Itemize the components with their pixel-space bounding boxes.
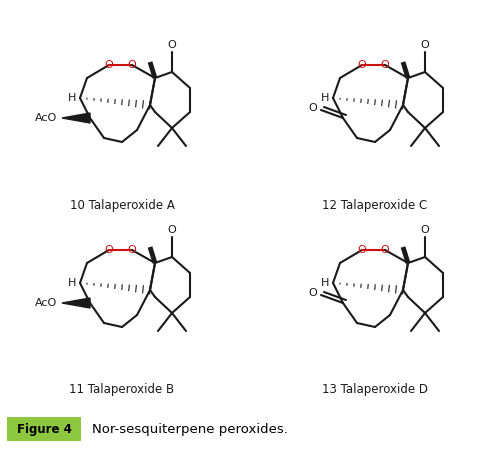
Text: O: O <box>380 60 389 70</box>
Text: O: O <box>357 60 366 70</box>
Text: H: H <box>320 93 329 103</box>
Text: AcO: AcO <box>35 298 57 308</box>
Text: AcO: AcO <box>35 113 57 123</box>
Text: O: O <box>308 288 317 298</box>
Text: 12 Talaperoxide C: 12 Talaperoxide C <box>322 198 427 212</box>
Polygon shape <box>62 298 90 308</box>
Text: O: O <box>308 103 317 113</box>
Text: O: O <box>104 245 113 255</box>
Text: 10 Talaperoxide A: 10 Talaperoxide A <box>70 198 174 212</box>
Text: Nor-sesquiterpene peroxides.: Nor-sesquiterpene peroxides. <box>92 423 287 435</box>
Text: H: H <box>68 278 76 288</box>
Text: O: O <box>167 40 176 50</box>
Text: O: O <box>104 60 113 70</box>
Text: Figure 4: Figure 4 <box>17 423 71 435</box>
Text: O: O <box>380 245 389 255</box>
Text: O: O <box>167 225 176 235</box>
Text: O: O <box>357 245 366 255</box>
Text: H: H <box>320 278 329 288</box>
Text: 11 Talaperoxide B: 11 Talaperoxide B <box>69 384 174 396</box>
Text: O: O <box>420 40 428 50</box>
Text: 13 Talaperoxide D: 13 Talaperoxide D <box>321 384 427 396</box>
Polygon shape <box>62 113 90 123</box>
Text: O: O <box>127 245 136 255</box>
Text: O: O <box>420 225 428 235</box>
Text: O: O <box>127 60 136 70</box>
Text: H: H <box>68 93 76 103</box>
FancyBboxPatch shape <box>7 417 81 441</box>
